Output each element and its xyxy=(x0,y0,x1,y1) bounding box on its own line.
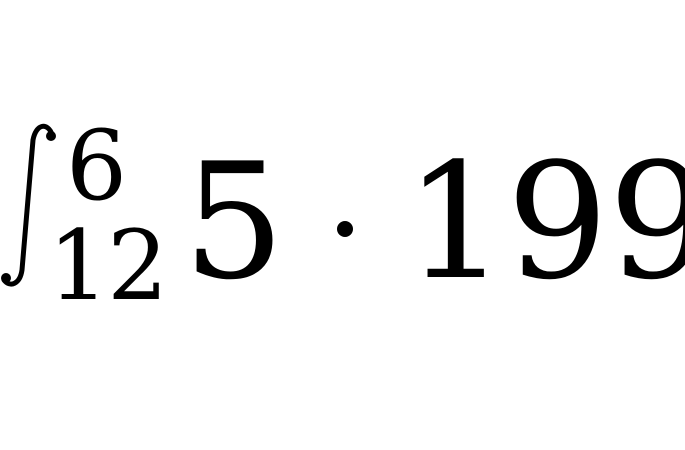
factor-right: 1996 xyxy=(404,128,685,315)
multiplication-dot-icon xyxy=(336,221,353,237)
factor-left: 5 xyxy=(183,128,285,315)
integral-upper-limit: 6 xyxy=(66,110,128,222)
integral-lower-limit: 12 xyxy=(48,210,168,322)
integrand: 51996 xyxy=(183,142,685,302)
integral-sign-icon xyxy=(1,123,56,287)
